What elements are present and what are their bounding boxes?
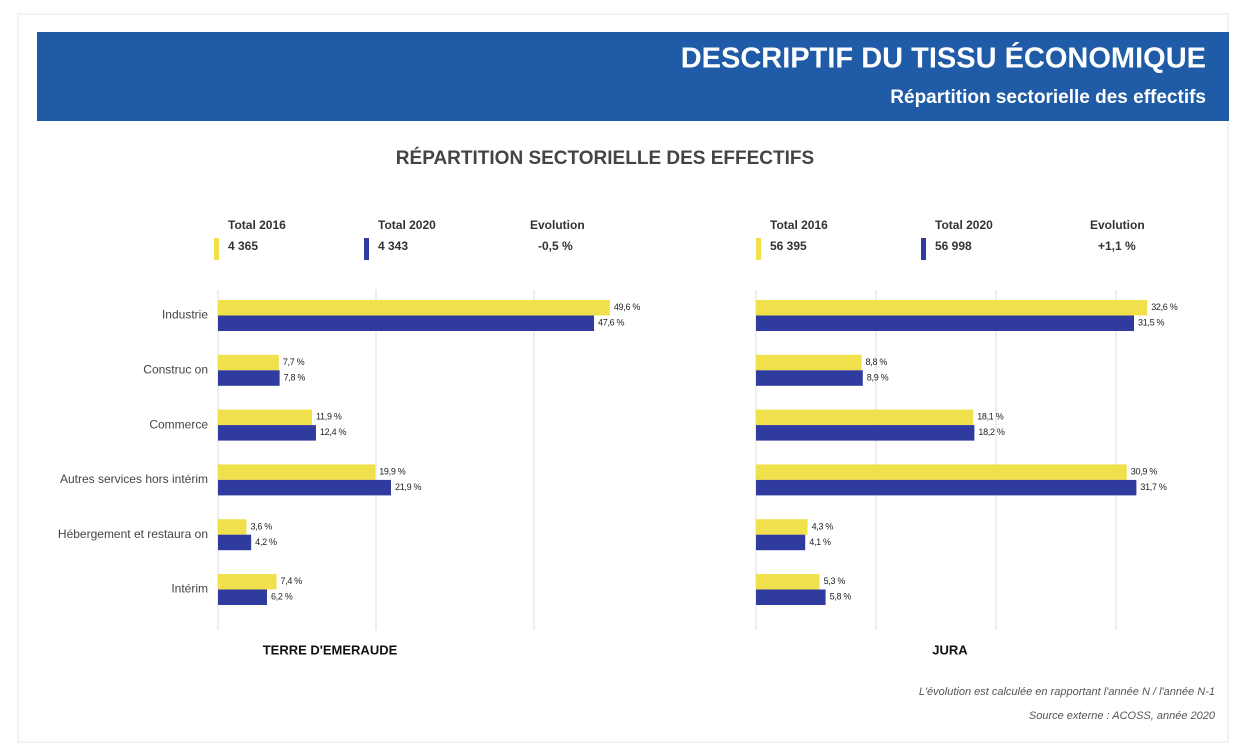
category-label: Autres services hors intérim — [60, 472, 208, 486]
value-label: 7,8 % — [284, 372, 306, 382]
bar — [218, 534, 252, 551]
value-label: 11,9 % — [316, 412, 342, 422]
legend-label: Total 2016 — [228, 218, 286, 232]
legend-label: Total 2016 — [770, 218, 828, 232]
value-label: 7,7 % — [283, 357, 305, 367]
evolution-value: -0,5 % — [538, 239, 573, 253]
category-label: Hébergement et restaura on — [58, 527, 208, 541]
value-label: 18,1 % — [977, 412, 1004, 422]
legend-marker — [214, 238, 219, 260]
bar — [218, 425, 316, 441]
bar — [218, 589, 267, 605]
bar — [756, 354, 862, 371]
value-label: 31,7 % — [1140, 482, 1167, 492]
bar — [218, 574, 277, 590]
page — [17, 13, 1229, 743]
banner-title: DESCRIPTIF DU TISSU ÉCONOMIQUE — [681, 41, 1206, 75]
value-label: 8,9 % — [867, 372, 889, 382]
bar — [756, 479, 1137, 496]
value-label: 21,9 % — [395, 482, 422, 492]
bar — [756, 574, 820, 590]
legend-label: Total 2020 — [935, 218, 993, 232]
bar — [218, 354, 279, 371]
footnote: L'évolution est calculée en rapportant l… — [919, 686, 1215, 698]
value-label: 12,4 % — [320, 427, 347, 437]
banner-subtitle: Répartition sectorielle des effectifs — [890, 87, 1206, 108]
bar — [218, 370, 280, 386]
category-label: Commerce — [149, 417, 208, 431]
evolution-label: Evolution — [530, 218, 585, 232]
evolution-value: +1,1 % — [1098, 239, 1136, 253]
value-label: 19,9 % — [379, 467, 406, 477]
value-label: 47,6 % — [598, 318, 625, 328]
bar — [218, 409, 313, 426]
legend-marker — [364, 238, 369, 260]
bar — [756, 370, 863, 386]
bar — [218, 300, 610, 316]
chart-title: TERRE D'EMERAUDE — [263, 642, 398, 657]
bar — [218, 464, 376, 480]
value-label: 4,3 % — [812, 521, 834, 531]
value-label: 30,9 % — [1131, 467, 1158, 477]
bar — [756, 300, 1148, 316]
value-label: 4,1 % — [809, 537, 831, 547]
footnote: Source externe : ACOSS, année 2020 — [1029, 710, 1216, 722]
bar — [756, 315, 1134, 331]
legend-marker — [921, 238, 926, 260]
bar — [756, 519, 808, 535]
value-label: 49,6 % — [614, 302, 641, 312]
bar — [756, 409, 974, 426]
legend-label: Total 2020 — [378, 218, 436, 232]
value-label: 6,2 % — [271, 592, 293, 602]
bar — [218, 479, 392, 496]
legend-marker — [756, 238, 761, 260]
value-label: 18,2 % — [978, 427, 1005, 437]
main-title: RÉPARTITION SECTORIELLE DES EFFECTIFS — [396, 147, 814, 169]
evolution-label: Evolution — [1090, 218, 1145, 232]
bar — [756, 534, 806, 551]
category-label: Intérim — [171, 582, 208, 596]
value-label: 8,8 % — [866, 357, 888, 367]
legend-total: 4 365 — [228, 239, 258, 253]
category-label: Industrie — [162, 308, 208, 322]
legend-total: 56 395 — [770, 239, 807, 253]
bar — [218, 315, 595, 331]
value-label: 32,6 % — [1151, 302, 1178, 312]
chart-title: JURA — [932, 642, 968, 657]
bar — [756, 464, 1127, 480]
legend-total: 4 343 — [378, 239, 408, 253]
bar — [756, 425, 975, 441]
value-label: 5,8 % — [830, 592, 852, 602]
value-label: 31,5 % — [1138, 318, 1165, 328]
legend-total: 56 998 — [935, 239, 972, 253]
value-label: 7,4 % — [280, 576, 302, 586]
value-label: 5,3 % — [824, 576, 846, 586]
value-label: 4,2 % — [255, 537, 277, 547]
value-label: 3,6 % — [250, 521, 272, 531]
category-label: Construc on — [143, 362, 208, 376]
bar — [756, 589, 826, 605]
banner — [37, 32, 1229, 121]
bar — [218, 519, 247, 535]
